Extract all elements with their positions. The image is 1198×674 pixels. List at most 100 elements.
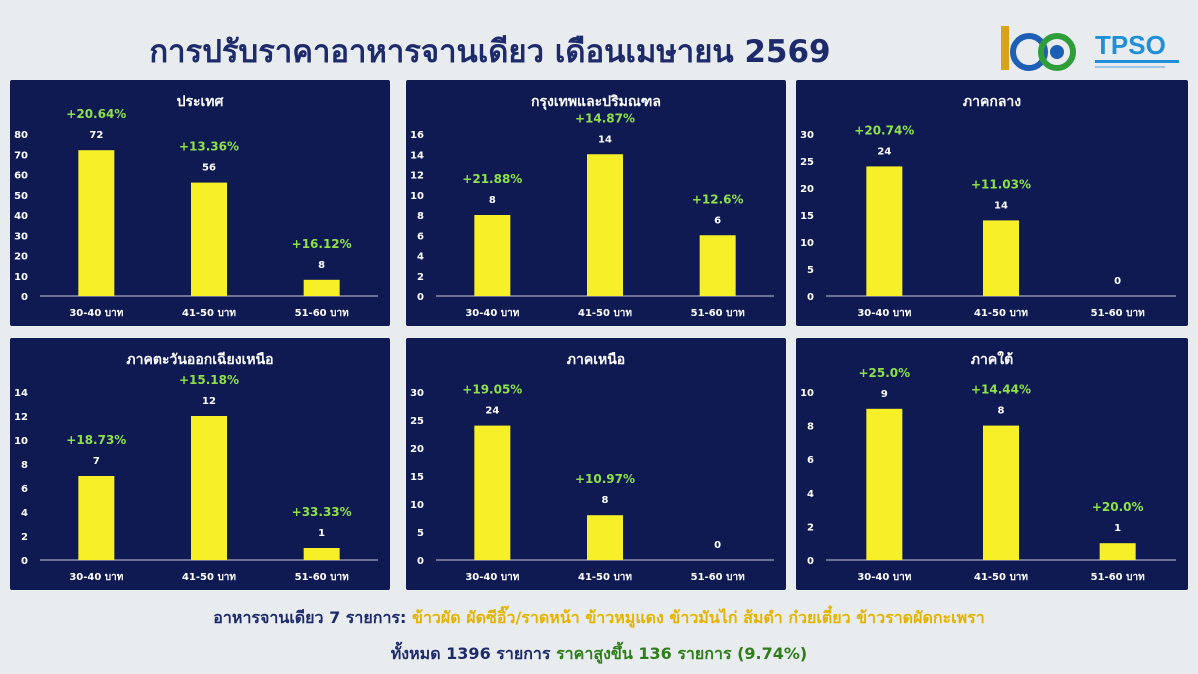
chart-title: ประเทศ xyxy=(177,94,225,110)
data-label: 1 xyxy=(1114,523,1121,534)
y-tick-label: 0 xyxy=(807,556,814,567)
x-tick-label: 51-60 บาท xyxy=(691,572,745,583)
x-tick-label: 41-50 บาท xyxy=(974,572,1028,583)
y-tick-label: 10 xyxy=(14,272,28,283)
x-tick-label: 41-50 บาท xyxy=(578,572,632,583)
y-tick-label: 6 xyxy=(21,484,28,495)
chart-panel-bangkok: กรุงเทพและปริมณฑล 0 2 4 6 8 10 12 14 16 8 +21.88% 30… xyxy=(406,80,786,326)
x-tick-label: 30-40 บาท xyxy=(465,308,519,319)
bar xyxy=(78,476,115,560)
bar xyxy=(587,515,623,560)
y-tick-label: 50 xyxy=(14,191,28,202)
y-tick-label: 80 xyxy=(14,130,28,141)
data-label: 9 xyxy=(881,389,888,400)
x-tick-label: 30-40 บาท xyxy=(69,572,123,583)
y-tick-label: 0 xyxy=(807,292,814,303)
data-label: 1 xyxy=(318,528,325,539)
bar xyxy=(983,220,1019,296)
y-tick-label: 4 xyxy=(21,508,28,519)
chart-panel-north: ภาคเหนือ 0 5 10 15 20 25 30 24 +19.05% 30-40 บาท 8 +… xyxy=(406,338,786,590)
chart-panel-central: ภาคกลาง 0 5 10 15 20 25 30 24 +20.74% 30-40 บาท 14 +… xyxy=(796,80,1188,326)
data-label: 6 xyxy=(714,215,721,226)
footer-items-label: อาหารจานเดียว 7 รายการ: xyxy=(213,608,407,627)
x-tick-label: 51-60 บาท xyxy=(295,572,349,583)
bar xyxy=(587,154,623,296)
y-tick-label: 10 xyxy=(800,388,814,399)
y-tick-label: 8 xyxy=(807,422,814,433)
chart-title: ภาคตะวันออกเฉียงเหนือ xyxy=(126,352,273,368)
percent-label: +21.88% xyxy=(462,172,522,186)
footer-line-items: อาหารจานเดียว 7 รายการ: ข้าวผัด ผัดซีอิ๊… xyxy=(0,606,1198,631)
y-tick-label: 10 xyxy=(410,500,424,511)
data-label: 8 xyxy=(998,406,1005,417)
y-tick-label: 20 xyxy=(410,444,424,455)
chart-panel-country: ประเทศ 0 10 20 30 40 50 60 70 80 72 +20.64% 30-40 บา… xyxy=(10,80,390,326)
chart-title: กรุงเทพและปริมณฑล xyxy=(531,94,661,110)
data-label: 8 xyxy=(489,195,496,206)
chart-svg: กรุงเทพและปริมณฑล 0 2 4 6 8 10 12 14 16 8 +21.88% 30… xyxy=(410,94,774,319)
y-tick-label: 2 xyxy=(21,532,28,543)
x-tick-label: 41-50 บาท xyxy=(578,308,632,319)
chart-svg: ภาคตะวันออกเฉียงเหนือ 0 2 4 6 8 10 12 14 7 +18.73%… xyxy=(14,352,378,583)
percent-label: +10.97% xyxy=(575,472,635,486)
y-tick-label: 0 xyxy=(417,556,424,567)
x-tick-label: 51-60 บาท xyxy=(1091,308,1145,319)
bar xyxy=(983,425,1019,560)
bar xyxy=(866,166,903,296)
percent-label: +19.05% xyxy=(462,383,522,397)
footer-line-summary: ทั้งหมด 1396 รายการ ราคาสูงขึ้น 136 รายก… xyxy=(0,642,1198,667)
x-tick-label: 30-40 บาท xyxy=(465,572,519,583)
chart-svg: ภาคใต้ 0 2 4 6 8 10 9 +25.0% 30-40 บาท 8 +14.44% 41-… xyxy=(800,350,1176,583)
bar xyxy=(866,408,903,560)
percent-label: +14.44% xyxy=(971,383,1031,397)
y-tick-label: 60 xyxy=(14,171,28,182)
percent-label: +13.36% xyxy=(179,140,239,154)
y-tick-label: 4 xyxy=(807,489,814,500)
bar xyxy=(78,150,115,296)
x-tick-label: 30-40 บาท xyxy=(69,308,123,319)
x-tick-label: 41-50 บาท xyxy=(974,308,1028,319)
anniversary-logo-icon xyxy=(1001,26,1076,71)
y-tick-label: 8 xyxy=(417,211,424,222)
x-tick-label: 51-60 บาท xyxy=(295,308,349,319)
percent-label: +33.33% xyxy=(292,505,352,519)
chart-svg: ภาคเหนือ 0 5 10 15 20 25 30 24 +19.05% 30-40 บาท 8 +… xyxy=(410,352,774,583)
y-tick-label: 8 xyxy=(21,460,28,471)
y-tick-label: 12 xyxy=(410,171,424,182)
chart-title: ภาคกลาง xyxy=(963,94,1021,110)
data-label: 24 xyxy=(877,146,891,157)
percent-label: +18.73% xyxy=(66,433,126,447)
y-tick-label: 0 xyxy=(417,292,424,303)
y-tick-label: 15 xyxy=(800,211,814,222)
y-tick-label: 4 xyxy=(417,252,424,263)
data-label: 0 xyxy=(1114,276,1121,287)
y-tick-label: 0 xyxy=(21,292,28,303)
bar xyxy=(191,182,227,296)
percent-label: +20.0% xyxy=(1092,500,1144,514)
y-tick-label: 25 xyxy=(410,416,424,427)
chart-svg: ประเทศ 0 10 20 30 40 50 60 70 80 72 +20.64% 30-40 บา… xyxy=(14,94,378,319)
y-tick-label: 2 xyxy=(417,272,424,283)
y-tick-label: 10 xyxy=(14,436,28,447)
logos: 105 TPSO xyxy=(1001,26,1179,71)
y-tick-label: 30 xyxy=(410,388,424,399)
bar xyxy=(474,215,511,296)
y-tick-label: 2 xyxy=(807,522,814,533)
footer-total: ทั้งหมด 1396 รายการ xyxy=(390,644,551,663)
x-tick-label: 30-40 บาท xyxy=(857,308,911,319)
data-label: 7 xyxy=(93,456,100,467)
tpso-logo-icon: TPSO xyxy=(1095,30,1179,68)
chart-title: ภาคเหนือ xyxy=(567,352,625,368)
y-tick-label: 5 xyxy=(807,265,814,276)
data-label: 0 xyxy=(714,540,721,551)
data-label: 8 xyxy=(602,495,609,506)
y-tick-label: 5 xyxy=(417,528,424,539)
percent-label: +16.12% xyxy=(292,237,352,251)
x-tick-label: 41-50 บาท xyxy=(182,572,236,583)
x-tick-label: 51-60 บาท xyxy=(1091,572,1145,583)
y-tick-label: 40 xyxy=(14,211,28,222)
data-label: 12 xyxy=(202,396,216,407)
y-tick-label: 20 xyxy=(800,184,814,195)
bar xyxy=(191,416,227,560)
x-tick-label: 30-40 บาท xyxy=(857,572,911,583)
